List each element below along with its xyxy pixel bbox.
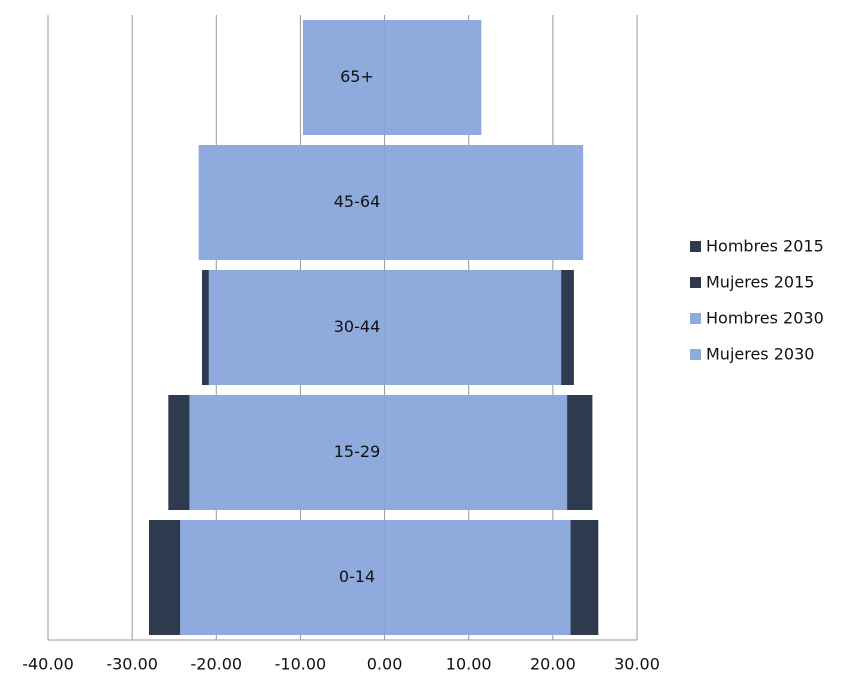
category-label: 65+ (340, 67, 374, 86)
legend-label: Hombres 2015 (706, 237, 824, 256)
legend-swatch (690, 241, 701, 252)
bar (189, 395, 385, 510)
category-label: 45-64 (334, 192, 381, 211)
x-tick-label: 10.00 (446, 655, 492, 674)
legend-swatch (690, 313, 701, 324)
bar (384, 145, 584, 260)
bar (302, 20, 385, 135)
x-tick-label: 20.00 (530, 655, 576, 674)
bar (384, 20, 482, 135)
x-tick-label: 30.00 (614, 655, 660, 674)
bar (384, 520, 571, 635)
category-label: 0-14 (339, 567, 375, 586)
legend-swatch (690, 277, 701, 288)
category-label: 30-44 (334, 317, 381, 336)
bar (180, 520, 385, 635)
x-tick-label: -40.00 (22, 655, 74, 674)
legend-label: Mujeres 2030 (706, 345, 814, 364)
legend-label: Hombres 2030 (706, 309, 824, 328)
bar (208, 270, 385, 385)
bar (198, 145, 385, 260)
category-label: 15-29 (334, 442, 381, 461)
legend-swatch (690, 349, 701, 360)
x-tick-label: -10.00 (275, 655, 327, 674)
bar (384, 395, 568, 510)
x-tick-label: -20.00 (190, 655, 242, 674)
x-tick-label: -30.00 (106, 655, 158, 674)
legend-label: Mujeres 2015 (706, 273, 814, 292)
x-tick-label: 0.00 (367, 655, 403, 674)
bar (384, 270, 562, 385)
